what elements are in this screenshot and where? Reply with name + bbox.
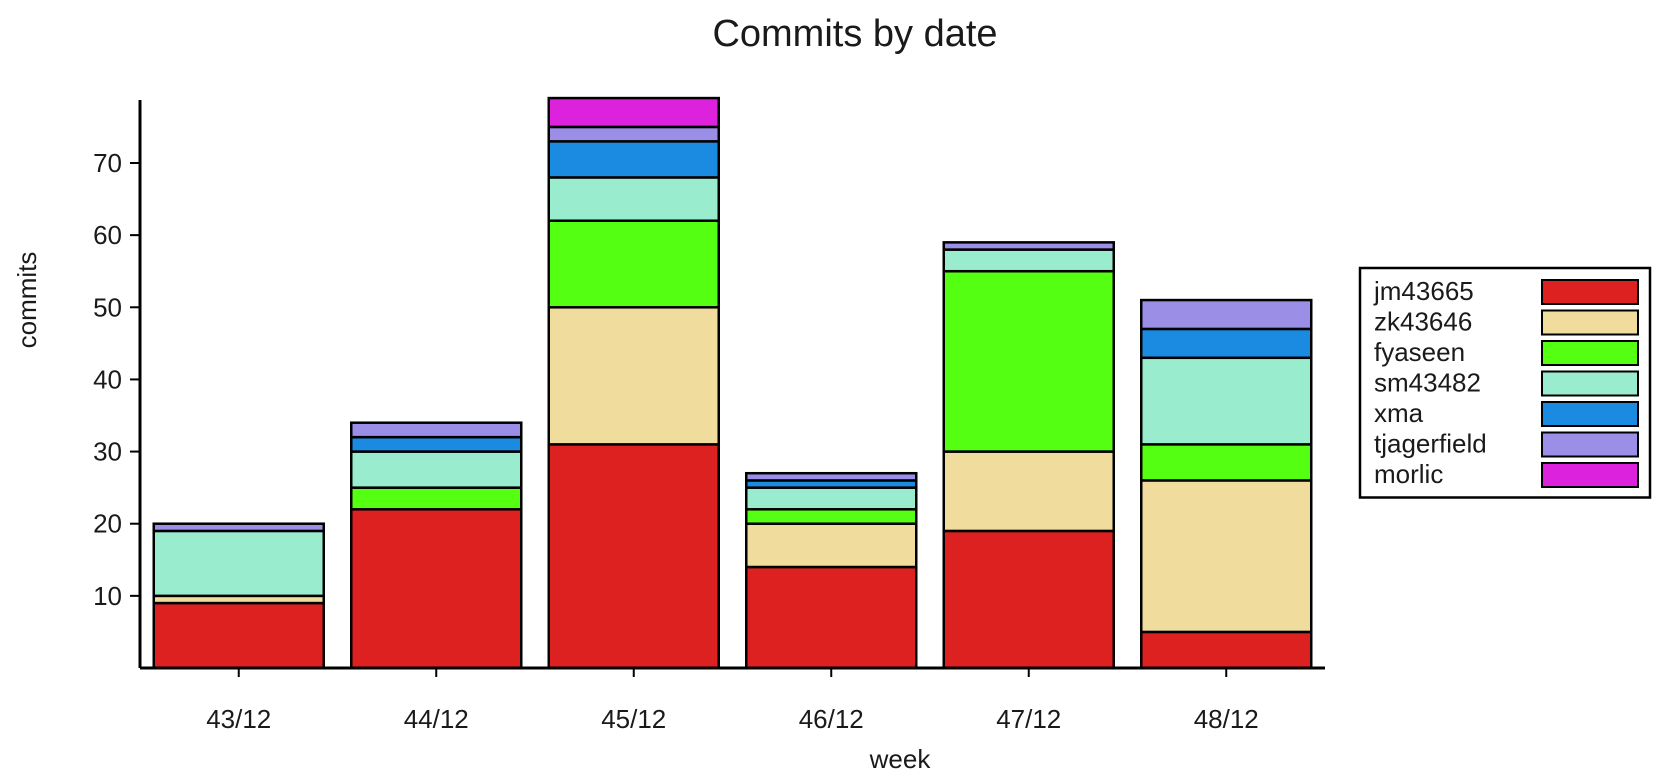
bar-segment-tjagerfield-2 bbox=[547, 125, 720, 143]
y-axis-label: commits bbox=[12, 252, 42, 349]
x-axis-label: week bbox=[869, 744, 932, 774]
legend: jm43665zk43646fyaseensm43482xmatjagerfie… bbox=[1358, 266, 1652, 499]
bar-segment-tjagerfield-5 bbox=[1140, 298, 1313, 331]
x-tick-label: 46/12 bbox=[799, 704, 864, 734]
bar-segment-xma-1 bbox=[350, 435, 523, 453]
y-tick-label: 60 bbox=[93, 220, 122, 250]
bar-segment-zk43646-3 bbox=[745, 522, 918, 569]
legend-label-zk43646: zk43646 bbox=[1374, 307, 1472, 337]
legend-swatch-jm43665 bbox=[1541, 279, 1639, 305]
y-tick-label: 30 bbox=[93, 437, 122, 467]
bar-segment-morlic-2 bbox=[547, 96, 720, 129]
legend-label-morlic: morlic bbox=[1374, 459, 1443, 489]
bar-segment-fyaseen-3 bbox=[745, 508, 918, 525]
bar-segment-jm43665-3 bbox=[745, 565, 918, 670]
y-tick-label: 20 bbox=[93, 509, 122, 539]
bars-layer bbox=[152, 96, 1313, 670]
legend-swatch-zk43646 bbox=[1541, 309, 1639, 336]
y-tick-label: 10 bbox=[93, 581, 122, 611]
bar-segment-zk43646-5 bbox=[1140, 479, 1313, 634]
bar-segment-sm43482-0 bbox=[152, 529, 325, 598]
bar-segment-xma-5 bbox=[1140, 327, 1313, 360]
bar-segment-jm43665-0 bbox=[152, 601, 325, 670]
x-tick-label: 47/12 bbox=[996, 704, 1061, 734]
bar-segment-zk43646-2 bbox=[547, 306, 720, 446]
bar-segment-tjagerfield-0 bbox=[152, 522, 325, 533]
legend-label-tjagerfield: tjagerfield bbox=[1374, 429, 1487, 459]
bar-segment-jm43665-5 bbox=[1140, 630, 1313, 670]
bar-segment-fyaseen-2 bbox=[547, 219, 720, 309]
bar-segment-sm43482-5 bbox=[1140, 356, 1313, 446]
bar-segment-tjagerfield-1 bbox=[350, 421, 523, 439]
bar-segment-xma-2 bbox=[547, 140, 720, 179]
x-tick-label: 43/12 bbox=[206, 704, 271, 734]
legend-swatch-fyaseen bbox=[1541, 340, 1639, 366]
y-tick-label: 40 bbox=[93, 364, 122, 394]
axes-layer: 43/12 44/12 45/12 46/12 47/12 48/12 10 20 30 40 50… bbox=[93, 100, 1325, 734]
bar-segment-tjagerfield-4 bbox=[942, 241, 1115, 251]
legend-swatch-xma bbox=[1541, 401, 1639, 427]
bar-segment-sm43482-1 bbox=[350, 450, 523, 489]
x-tick-label: 48/12 bbox=[1194, 704, 1259, 734]
x-tick-label: 44/12 bbox=[404, 704, 469, 734]
bar-segment-sm43482-2 bbox=[547, 176, 720, 222]
y-tick-label: 70 bbox=[93, 148, 122, 178]
legend-label-sm43482: sm43482 bbox=[1374, 368, 1481, 398]
legend-label-fyaseen: fyaseen bbox=[1374, 337, 1465, 367]
bar-segment-jm43665-2 bbox=[547, 443, 720, 670]
bar-segment-sm43482-4 bbox=[942, 248, 1115, 273]
bar-segment-jm43665-1 bbox=[350, 508, 523, 670]
legend-label-xma: xma bbox=[1374, 398, 1424, 428]
bar-segment-fyaseen-4 bbox=[942, 269, 1115, 453]
bar-segment-sm43482-3 bbox=[745, 486, 918, 511]
x-tick-label: 45/12 bbox=[601, 704, 666, 734]
y-tick-label: 50 bbox=[93, 292, 122, 322]
bar-segment-tjagerfield-3 bbox=[745, 471, 918, 482]
bar-segment-fyaseen-5 bbox=[1140, 443, 1313, 482]
bar-segment-jm43665-4 bbox=[942, 529, 1115, 670]
chart-title: Commits by date bbox=[712, 13, 997, 55]
legend-label-jm43665: jm43665 bbox=[1373, 276, 1474, 306]
bar-segment-fyaseen-1 bbox=[350, 486, 523, 511]
bar-segment-zk43646-4 bbox=[942, 450, 1115, 533]
legend-swatch-sm43482 bbox=[1541, 370, 1639, 397]
legend-swatch-tjagerfield bbox=[1541, 431, 1639, 458]
legend-swatch-morlic bbox=[1541, 462, 1639, 488]
